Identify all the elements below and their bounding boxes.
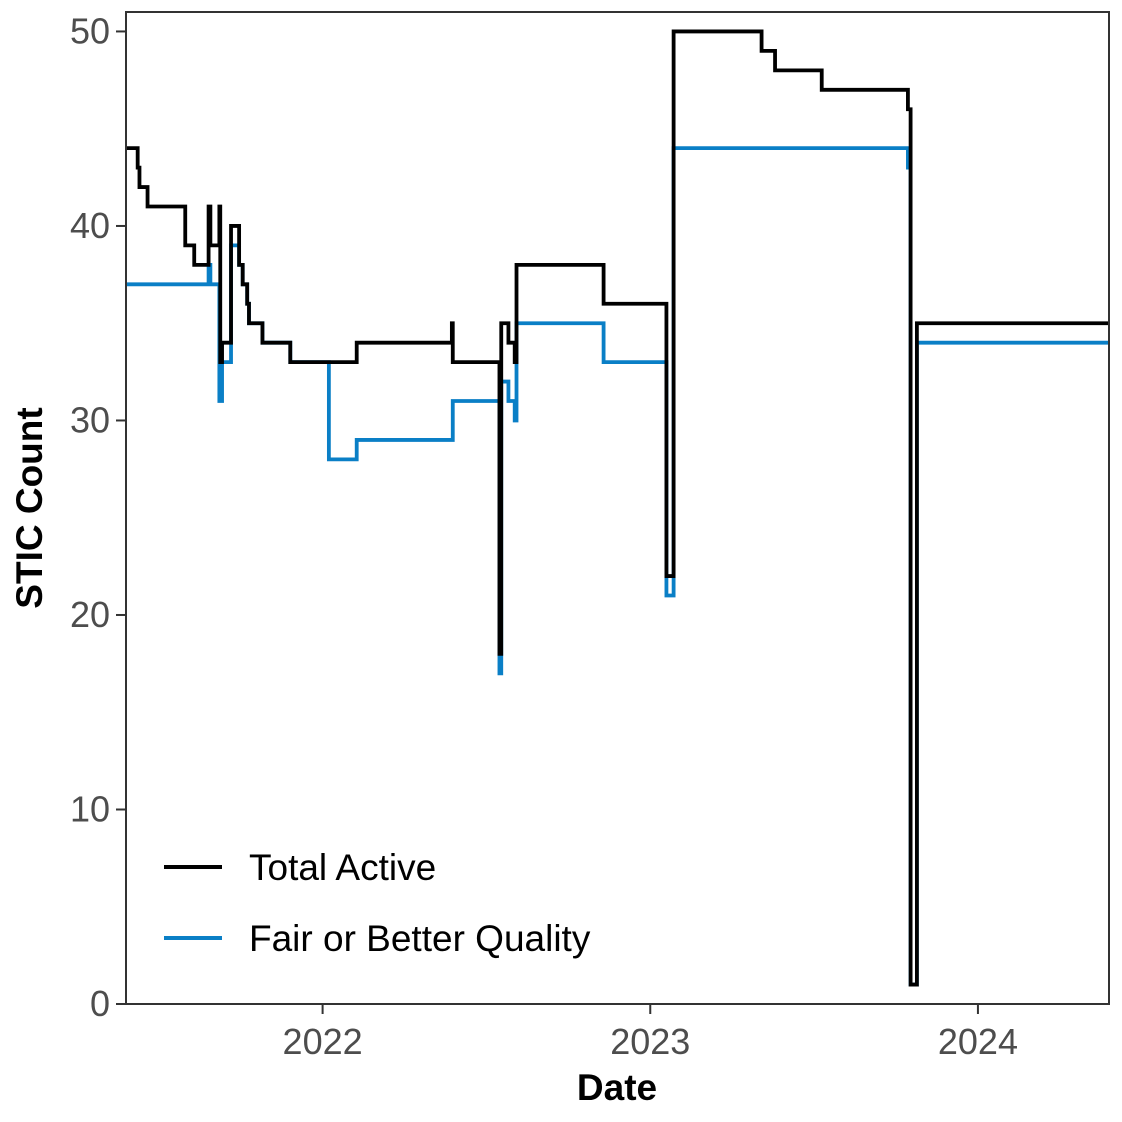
series-line-total-active <box>126 29 1109 987</box>
y-tick-label: 40 <box>70 205 110 246</box>
y-tick-label: 20 <box>70 594 110 635</box>
legend: Total Active Fair or Better Quality <box>164 847 591 959</box>
y-axis-title: STIC Count <box>9 407 50 608</box>
legend-item: Fair or Better Quality <box>164 918 591 959</box>
legend-label: Total Active <box>249 847 436 888</box>
x-tick-label: 2024 <box>938 1021 1018 1062</box>
y-axis: 0 10 20 30 40 50 <box>70 10 126 1024</box>
y-tick-label: 50 <box>70 10 110 51</box>
legend-item: Total Active <box>164 847 436 888</box>
series-layer <box>126 29 1109 987</box>
x-axis: 2022 2023 2024 <box>283 1004 1018 1062</box>
y-tick-label: 30 <box>70 399 110 440</box>
plot-panel-border <box>125 11 1110 1005</box>
series-line-fair-or-better-quality <box>126 146 1109 987</box>
legend-label: Fair or Better Quality <box>249 918 591 959</box>
y-tick-label: 10 <box>70 788 110 829</box>
y-tick-label: 0 <box>90 983 110 1024</box>
x-tick-label: 2023 <box>610 1021 690 1062</box>
x-tick-label: 2022 <box>283 1021 363 1062</box>
x-axis-title: Date <box>577 1067 657 1108</box>
